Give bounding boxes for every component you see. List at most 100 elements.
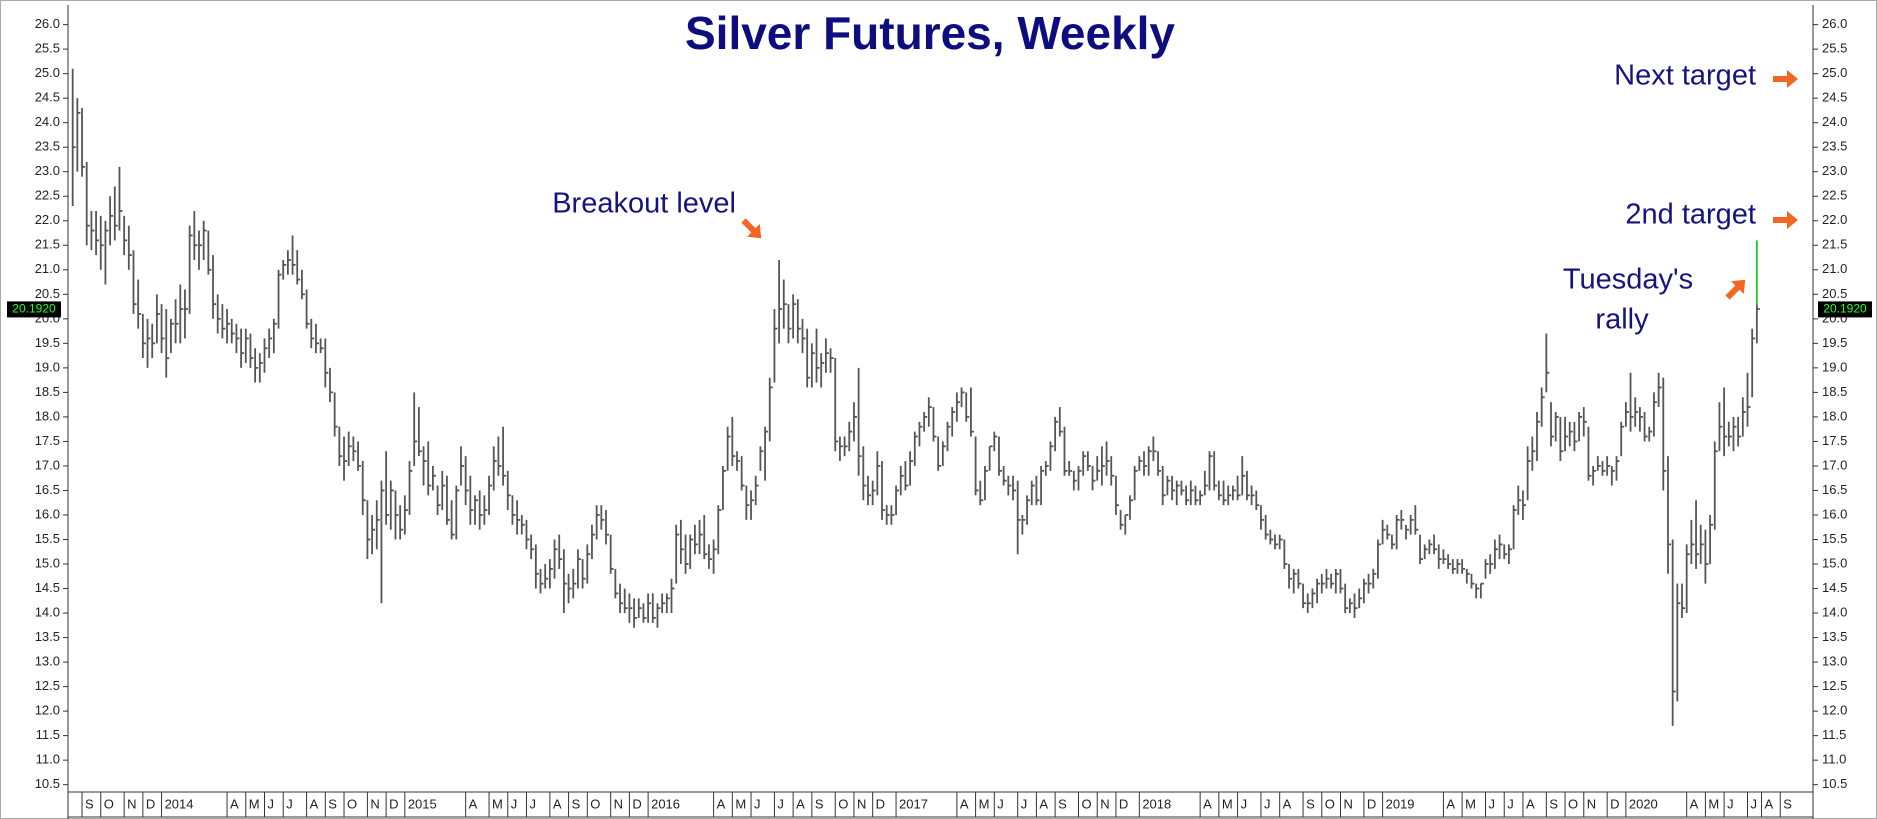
- x-tick-label: S: [328, 796, 337, 811]
- x-tick-label: 2018: [1142, 796, 1171, 811]
- x-tick-label: O: [104, 796, 114, 811]
- x-tick-label: S: [85, 796, 94, 811]
- x-tick-label: A: [1526, 796, 1535, 811]
- y-tick-label: 19.5: [35, 335, 60, 350]
- last-price-label: 20.1920: [12, 302, 56, 316]
- annotation: Tuesday's: [1563, 264, 1693, 296]
- y-tick-label: 23.0: [35, 163, 60, 178]
- x-tick-label: J: [1264, 796, 1271, 811]
- x-tick-label: O: [1568, 796, 1578, 811]
- y-tick-label: 13.0: [35, 654, 60, 669]
- x-tick-label: O: [838, 796, 848, 811]
- y-tick-label: 15.5: [35, 531, 60, 546]
- x-tick-label: J: [267, 796, 274, 811]
- x-tick-label: J: [754, 796, 761, 811]
- x-tick-label: N: [370, 796, 379, 811]
- y-tick-label: 22.5: [35, 188, 60, 203]
- x-tick-label: D: [1119, 796, 1128, 811]
- y-tick-label: 22.5: [1822, 188, 1847, 203]
- x-tick-label: A: [960, 796, 969, 811]
- annotation: Breakout level: [552, 188, 736, 220]
- y-tick-label: 25.0: [1822, 65, 1847, 80]
- y-tick-label: 14.5: [1822, 580, 1847, 595]
- y-tick-label: 17.0: [1822, 457, 1847, 472]
- y-tick-label: 11.0: [36, 752, 60, 767]
- annotation: rally: [1595, 304, 1649, 336]
- x-tick-label: J: [777, 796, 784, 811]
- x-tick-label: 2019: [1386, 796, 1415, 811]
- y-tick-label: 15.0: [1822, 555, 1847, 570]
- arrow: [741, 218, 762, 239]
- y-tick-label: 11.5: [1822, 727, 1846, 742]
- x-tick-label: 2014: [165, 796, 194, 811]
- x-tick-label: D: [1610, 796, 1619, 811]
- x-tick-label: N: [1343, 796, 1352, 811]
- y-tick-label: 17.5: [1822, 433, 1847, 448]
- x-tick-label: N: [857, 796, 866, 811]
- x-tick-label: N: [1100, 796, 1109, 811]
- x-tick-label: M: [492, 796, 503, 811]
- y-tick-label: 12.0: [1822, 703, 1847, 718]
- y-tick-label: 25.0: [35, 65, 60, 80]
- x-tick-label: N: [614, 796, 623, 811]
- annotation: Next target: [1614, 60, 1756, 92]
- y-tick-label: 19.0: [35, 359, 60, 374]
- y-tick-label: 26.0: [1822, 16, 1847, 31]
- y-tick-label: 17.0: [35, 457, 60, 472]
- x-tick-label: O: [1082, 796, 1092, 811]
- y-tick-label: 11.5: [36, 727, 60, 742]
- x-tick-label: S: [1783, 796, 1792, 811]
- y-tick-label: 24.5: [1822, 90, 1847, 105]
- x-tick-label: J: [997, 796, 1004, 811]
- y-tick-label: 18.0: [1822, 408, 1847, 423]
- y-tick-label: 11.0: [1822, 752, 1846, 767]
- y-tick-label: 26.0: [35, 16, 60, 31]
- x-tick-label: N: [127, 796, 136, 811]
- x-tick-label: M: [979, 796, 990, 811]
- x-tick-label: M: [1465, 796, 1476, 811]
- x-tick-label: J: [1507, 796, 1514, 811]
- y-tick-label: 13.0: [1822, 654, 1847, 669]
- x-tick-label: A: [1039, 796, 1048, 811]
- y-tick-label: 13.5: [35, 629, 60, 644]
- x-tick-label: S: [1306, 796, 1315, 811]
- x-tick-label: O: [1325, 796, 1335, 811]
- last-price-tag: [7, 301, 61, 318]
- x-tick-label: A: [1283, 796, 1292, 811]
- y-tick-label: 14.0: [35, 604, 60, 619]
- y-tick-label: 12.5: [35, 678, 60, 693]
- x-tick-label: S: [1549, 796, 1558, 811]
- x-tick-label: J: [1489, 796, 1496, 811]
- x-tick-label: A: [717, 796, 726, 811]
- x-axis-strip: [67, 791, 1814, 818]
- y-tick-label: 20.5: [1822, 286, 1847, 301]
- x-tick-label: A: [1203, 796, 1212, 811]
- y-tick-label: 14.0: [1822, 604, 1847, 619]
- x-tick-label: O: [590, 796, 600, 811]
- y-tick-label: 23.0: [1822, 163, 1847, 178]
- x-tick-label: J: [1021, 796, 1027, 811]
- y-tick-label: 10.5: [1822, 776, 1847, 791]
- x-tick-label: D: [1367, 796, 1376, 811]
- x-tick-label: M: [735, 796, 746, 811]
- y-tick-label: 19.0: [1822, 359, 1847, 374]
- y-tick-label: 20.5: [35, 286, 60, 301]
- y-tick-label: 16.0: [35, 506, 60, 521]
- y-tick-label: 18.5: [35, 384, 60, 399]
- x-tick-label: S: [572, 796, 581, 811]
- y-tick-label: 23.5: [35, 139, 60, 154]
- y-tick-label: 14.5: [35, 580, 60, 595]
- y-tick-label: 15.0: [35, 555, 60, 570]
- x-tick-label: 2020: [1629, 796, 1658, 811]
- x-tick-label: J: [511, 796, 518, 811]
- x-tick-label: A: [310, 796, 319, 811]
- x-tick-label: S: [1058, 796, 1067, 811]
- last-price-tag: [1818, 301, 1872, 318]
- y-tick-label: 21.0: [35, 261, 60, 276]
- last-price-label: 20.1920: [1823, 302, 1867, 316]
- arrow: [1773, 70, 1798, 88]
- x-tick-label: J: [286, 796, 293, 811]
- y-tick-label: 18.5: [1822, 384, 1847, 399]
